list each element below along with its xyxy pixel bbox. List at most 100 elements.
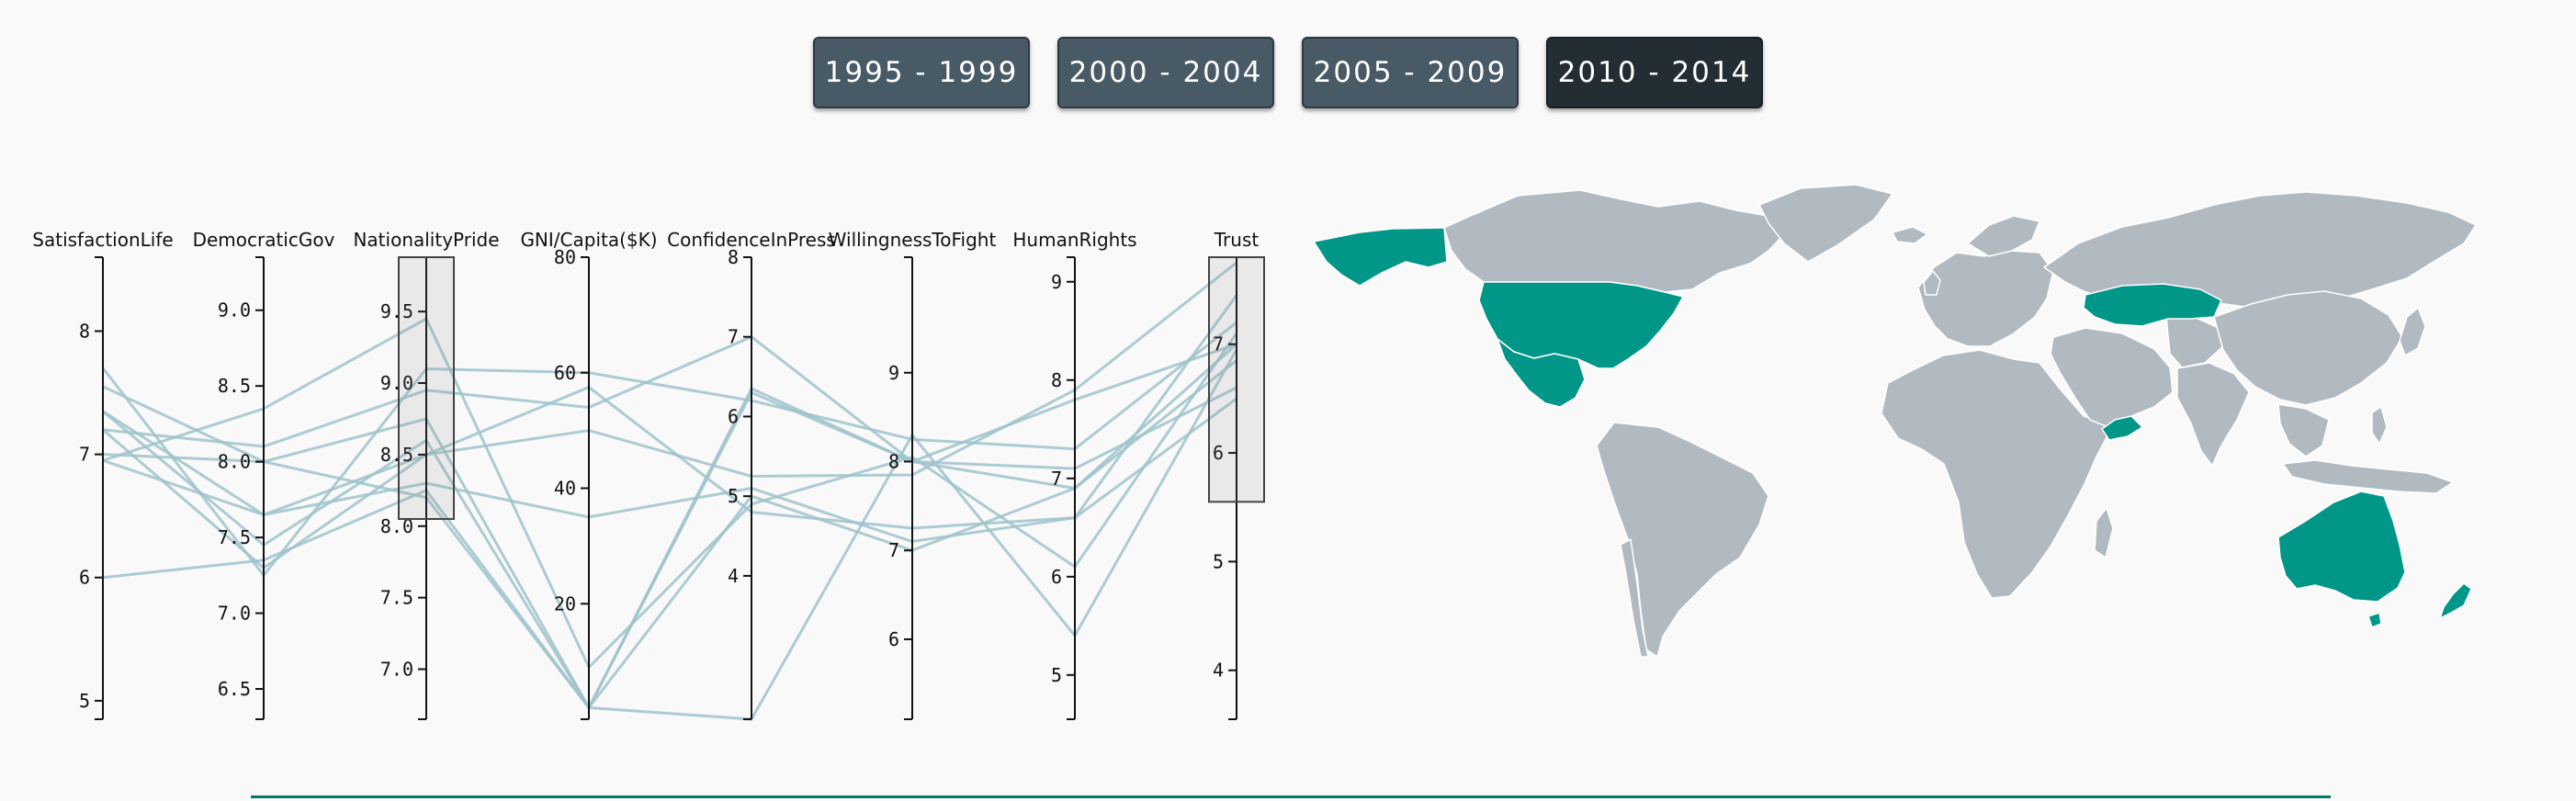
country-uk[interactable]	[1923, 270, 1941, 296]
tick-label: 7	[888, 539, 899, 561]
axis-title: HumanRights	[1012, 229, 1136, 251]
tick-label: 7	[1213, 333, 1224, 355]
brush-trust[interactable]	[1208, 256, 1265, 503]
period-button-2010-2014[interactable]: 2010 - 2014	[1546, 37, 1763, 108]
data-line[interactable]	[102, 348, 1238, 721]
country-mexico[interactable]	[1497, 338, 1586, 408]
tick-label: 7.5	[218, 526, 251, 548]
axis-democraticgov[interactable]: DemocraticGov 6.5 7.0 7.5 8.0 8.5 9.0	[193, 229, 335, 720]
axis-trust[interactable]: Trust 4 5 6 7	[1213, 229, 1260, 720]
country-india[interactable]	[2176, 362, 2250, 467]
tick-label: 6	[728, 405, 739, 427]
country-africa[interactable]	[1881, 349, 2114, 599]
bottom-divider	[251, 795, 2331, 798]
period-button-2005-2009[interactable]: 2005 - 2009	[1302, 37, 1519, 108]
country-central-asia[interactable]	[2165, 316, 2224, 368]
tick-label: 8	[728, 246, 739, 268]
country-china[interactable]	[2213, 290, 2403, 406]
country-greenland[interactable]	[1758, 184, 1893, 263]
tick-label: 6	[1051, 566, 1062, 588]
country-australia[interactable]	[2277, 491, 2406, 603]
tick-label: 5	[1213, 550, 1224, 572]
period-button-2000-2004[interactable]: 2000 - 2004	[1057, 37, 1274, 108]
tick-label: 8	[1051, 369, 1062, 391]
axis-title: DemocraticGov	[193, 229, 335, 251]
axis-confidenceinpress[interactable]: ConfidenceInPress 4 5 6 7 8	[667, 229, 836, 720]
tick-label: 7.0	[380, 658, 413, 680]
period-button-1995-1999[interactable]: 1995 - 1999	[813, 37, 1030, 108]
tick-label: 4	[1213, 660, 1224, 682]
country-madagascar[interactable]	[2094, 507, 2114, 558]
country-usa-alaska[interactable]	[1313, 227, 1448, 287]
data-line[interactable]	[102, 316, 1238, 670]
country-brazil[interactable]	[1596, 422, 1769, 657]
tick-label: 4	[728, 565, 739, 587]
brush-nationalitypride[interactable]	[398, 256, 455, 520]
tick-label: 9.0	[218, 299, 251, 322]
axis-satisfactionlife[interactable]: SatisfactionLife 5 6 7 8	[32, 229, 174, 720]
tick-label: 8	[79, 320, 90, 342]
tick-label: 60	[554, 362, 576, 384]
axis-gni-capita-k[interactable]: GNI/Capita($K) 20 40 60 80	[520, 229, 658, 720]
tick-label: 7.0	[218, 603, 251, 625]
axis-title: NationalityPride	[353, 229, 499, 251]
tick-label: 9	[888, 362, 899, 384]
data-line[interactable]	[102, 343, 1237, 711]
data-line[interactable]	[102, 294, 1238, 544]
tick-label: 80	[554, 246, 576, 268]
country-new-zealand[interactable]	[2439, 582, 2472, 619]
country-scandinavia[interactable]	[1967, 215, 2040, 257]
period-selector: 1995 - 1999 2000 - 2004 2005 - 2009 2010…	[0, 37, 2576, 108]
axis-title: SatisfactionLife	[32, 229, 173, 251]
tick-label: 9	[1051, 271, 1062, 293]
tick-label: 8.0	[218, 451, 251, 473]
data-line[interactable]	[102, 343, 1237, 711]
axis-title: WillingnessToFight	[829, 229, 997, 251]
tick-label: 9.0	[380, 372, 413, 394]
parallel-coordinates-chart[interactable]: SatisfactionLife 5 6 7 8 DemocraticGov 6.5 7.0 7…	[0, 202, 1305, 744]
data-line[interactable]	[102, 359, 1237, 711]
country-kazakhstan[interactable]	[2083, 283, 2222, 327]
axis-title: ConfidenceInPress	[667, 229, 836, 251]
axis-willingnesstofight[interactable]: WillingnessToFight 6 7 8 9	[829, 229, 997, 720]
tick-label: 8	[888, 450, 899, 472]
country-chile[interactable]	[1620, 538, 1649, 657]
country-middle-east[interactable]	[2050, 327, 2174, 428]
world-map[interactable]	[1305, 179, 2499, 657]
tick-label: 8.5	[218, 375, 251, 397]
tick-label: 5	[1051, 664, 1062, 686]
tick-label: 5	[728, 485, 739, 507]
country-southeast-asia[interactable]	[2277, 403, 2330, 457]
country-philippines[interactable]	[2371, 406, 2388, 445]
tick-label: 7.5	[380, 587, 413, 609]
tick-label: 8.5	[380, 444, 413, 466]
data-line[interactable]	[102, 261, 1237, 516]
axes: SatisfactionLife 5 6 7 8 DemocraticGov 6.5 7.0 7…	[32, 229, 1265, 720]
country-europe[interactable]	[1917, 250, 2054, 347]
country-indonesia[interactable]	[2282, 459, 2454, 494]
tick-label: 7	[728, 326, 739, 348]
data-lines	[101, 261, 1238, 721]
country-iceland[interactable]	[1892, 226, 1928, 244]
tick-label: 6	[79, 567, 90, 589]
country-australia-tasmania[interactable]	[2367, 612, 2382, 628]
country-yemen[interactable]	[2101, 415, 2143, 441]
axis-title: GNI/Capita($K)	[520, 229, 657, 251]
axis-humanrights[interactable]: HumanRights 5 6 7 8 9	[1012, 229, 1137, 720]
tick-label: 6.5	[218, 678, 251, 700]
country-japan[interactable]	[2399, 307, 2426, 356]
axis-title: Trust	[1214, 229, 1260, 251]
data-line[interactable]	[102, 334, 1237, 470]
tick-label: 5	[79, 690, 90, 712]
tick-label: 6	[888, 628, 899, 650]
data-line[interactable]	[102, 385, 1237, 570]
tick-label: 20	[554, 592, 576, 615]
tick-label: 9.5	[380, 300, 413, 322]
tick-label: 7	[79, 444, 90, 466]
data-line[interactable]	[101, 321, 1237, 578]
country-canada[interactable]	[1443, 189, 1785, 293]
tick-label: 6	[1213, 442, 1224, 464]
tick-label: 7	[1051, 468, 1062, 490]
tick-label: 40	[554, 478, 576, 500]
